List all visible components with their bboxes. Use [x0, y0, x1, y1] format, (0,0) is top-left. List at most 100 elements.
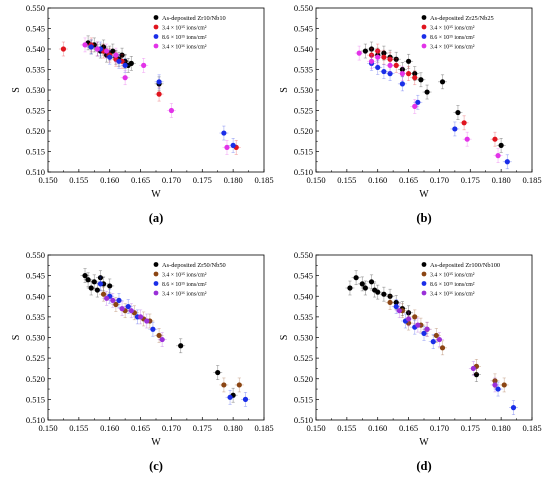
- legend-entry: 3.4 × 10¹⁵ ions/cm²: [430, 26, 475, 32]
- data-point: [144, 318, 150, 324]
- x-tick-label: 0.160: [368, 423, 387, 433]
- data-point: [387, 62, 393, 68]
- data-point: [381, 291, 387, 297]
- x-tick-label: 0.185: [254, 175, 273, 185]
- data-point: [473, 372, 480, 378]
- data-point: [412, 75, 418, 81]
- x-tick-label: 0.165: [131, 175, 150, 185]
- data-point: [347, 285, 353, 291]
- series-4: [102, 290, 167, 347]
- y-tick-label: 0.540: [294, 291, 313, 301]
- data-point: [236, 382, 242, 388]
- y-tick-label: 0.515: [294, 394, 313, 404]
- y-tick-label: 0.550: [26, 250, 45, 260]
- legend: As-deposited Zr10/Nb10 3.4 × 10¹⁵ ions/cm…: [153, 15, 226, 51]
- x-tick-label: 0.170: [162, 175, 181, 185]
- data-point: [387, 299, 393, 306]
- x-tick-label: 0.165: [399, 175, 418, 185]
- y-tick-label: 0.510: [26, 167, 45, 177]
- data-point: [230, 142, 236, 148]
- series-4: [354, 45, 503, 163]
- data-point: [498, 142, 504, 148]
- legend-marker: [421, 271, 427, 277]
- chart-panel-2: 0.150 0.155 0.160 0.165 0.170 0.175 0.180 0.185…: [279, 3, 542, 225]
- data-point: [381, 54, 387, 60]
- data-point: [387, 293, 393, 299]
- data-point: [387, 56, 393, 62]
- x-tick-label: 0.185: [522, 175, 541, 185]
- data-point: [141, 62, 147, 68]
- data-point: [119, 306, 125, 312]
- data-point: [393, 62, 399, 68]
- data-point: [393, 299, 399, 306]
- data-point: [399, 66, 405, 73]
- data-point: [221, 130, 227, 136]
- y-axis-title: S: [279, 335, 290, 341]
- x-tick-label: 0.155: [69, 175, 88, 185]
- legend-marker: [421, 262, 427, 267]
- x-tick-label: 0.160: [100, 175, 119, 185]
- legend-entry: As-deposited Zr10/Nb10: [162, 15, 226, 22]
- data-point: [178, 343, 184, 349]
- x-tick-label: 0.170: [162, 423, 181, 433]
- data-point: [387, 71, 393, 77]
- legend-entry: 3.4 × 10¹⁵ ions/cm²: [162, 273, 207, 279]
- data-point: [375, 64, 381, 71]
- data-point: [82, 42, 88, 48]
- legend-marker: [421, 290, 427, 296]
- data-point: [91, 279, 97, 285]
- y-tick-label: 0.540: [26, 44, 45, 54]
- y-tick-label: 0.520: [26, 126, 45, 136]
- y-tick-label: 0.515: [26, 394, 45, 404]
- data-point: [100, 291, 107, 297]
- data-point: [97, 275, 104, 281]
- data-point: [362, 48, 368, 54]
- y-tick-label: 0.545: [26, 271, 45, 281]
- y-tick-label: 0.510: [26, 415, 45, 425]
- series-1: [345, 270, 481, 382]
- data-point: [116, 58, 122, 64]
- data-point: [412, 103, 418, 109]
- x-tick-label: 0.180: [224, 175, 243, 185]
- x-axis-title: W: [419, 189, 429, 200]
- y-tick-label: 0.545: [26, 24, 45, 34]
- x-tick-label: 0.165: [131, 423, 150, 433]
- data-point: [122, 62, 128, 68]
- legend-marker: [153, 15, 159, 20]
- data-point: [418, 77, 424, 83]
- legend-entry: As-deposited Zr25/Nb25: [430, 15, 494, 22]
- x-tick-label: 0.150: [38, 175, 57, 185]
- data-point: [368, 58, 375, 64]
- y-tick-label: 0.550: [294, 3, 313, 13]
- legend-marker: [153, 24, 159, 30]
- data-point: [122, 75, 128, 81]
- legend-entry: 3.4 × 10¹⁶ ions/cm²: [162, 45, 207, 51]
- data-point: [221, 382, 227, 388]
- legend-entry: 3.4 × 10¹⁶ ions/cm²: [430, 292, 475, 298]
- data-point: [137, 314, 144, 320]
- legend: As-deposited Zr100/Nb100 3.4 × 10¹⁵ ions/…: [421, 262, 500, 298]
- series-2: [58, 37, 241, 155]
- data-point: [405, 316, 412, 322]
- data-point: [242, 396, 249, 402]
- legend-marker: [153, 262, 159, 267]
- legend-marker: [153, 281, 159, 286]
- data-point: [150, 326, 156, 332]
- data-point: [110, 48, 116, 54]
- series-2: [367, 43, 500, 147]
- data-point: [368, 46, 375, 52]
- panel-label: (a): [149, 211, 164, 225]
- data-point: [375, 48, 381, 54]
- x-tick-label: 0.155: [337, 423, 356, 433]
- data-point: [415, 322, 421, 328]
- data-point: [492, 378, 498, 384]
- legend-entry: 8.6 × 10¹⁵ ions/cm²: [430, 35, 475, 41]
- y-tick-label: 0.535: [26, 312, 45, 322]
- x-tick-label: 0.175: [461, 423, 480, 433]
- data-point: [396, 308, 402, 314]
- data-point: [464, 136, 470, 142]
- y-tick-label: 0.510: [294, 415, 313, 425]
- data-point: [470, 365, 476, 372]
- x-tick-label: 0.185: [254, 423, 273, 433]
- y-tick-label: 0.525: [294, 353, 313, 363]
